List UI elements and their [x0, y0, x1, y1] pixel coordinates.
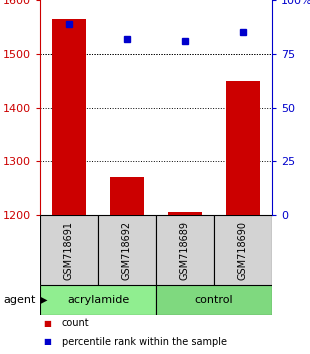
Text: control: control	[195, 295, 233, 305]
Text: GSM718691: GSM718691	[64, 221, 74, 280]
Text: acrylamide: acrylamide	[67, 295, 129, 305]
Text: agent: agent	[3, 295, 35, 305]
Bar	[168, 212, 202, 215]
Text: ■: ■	[43, 337, 51, 347]
Bar	[156, 215, 214, 285]
Text: GSM718690: GSM718690	[238, 221, 248, 280]
Bar	[40, 215, 98, 285]
Text: ■: ■	[43, 319, 51, 327]
Bar	[156, 285, 272, 315]
Text: count: count	[62, 318, 90, 328]
Text: GSM718689: GSM718689	[180, 221, 190, 280]
Text: GSM718692: GSM718692	[122, 221, 132, 280]
Bar	[226, 81, 260, 215]
Text: ▶: ▶	[40, 295, 48, 305]
Bar	[98, 215, 156, 285]
Bar	[110, 177, 144, 215]
Bar	[214, 215, 272, 285]
Text: percentile rank within the sample: percentile rank within the sample	[62, 337, 227, 347]
Bar	[40, 285, 156, 315]
Bar	[51, 19, 86, 215]
